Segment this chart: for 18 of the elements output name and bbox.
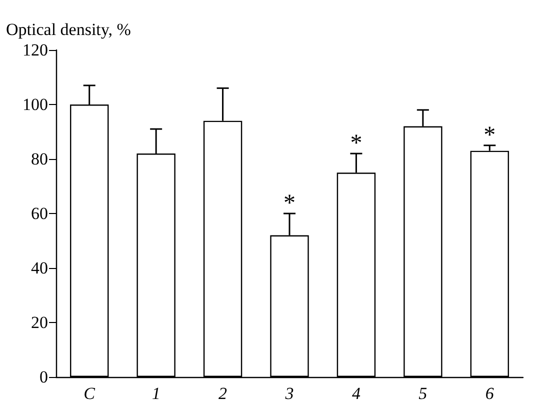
y-tick-label: 120 (22, 40, 48, 60)
x-tick-label: 3 (284, 384, 294, 403)
x-tick-label: 2 (218, 384, 228, 403)
y-tick-label: 100 (22, 95, 48, 114)
y-tick-label: 60 (31, 204, 48, 223)
y-tick-label: 80 (31, 150, 48, 168)
x-tick-label: 4 (352, 384, 361, 403)
x-tick-label: C (84, 384, 96, 403)
x-tick-label: 6 (485, 384, 494, 403)
x-tick-label: 1 (152, 384, 160, 403)
annotation: * (350, 130, 362, 157)
annotation: * (484, 122, 496, 148)
annotation: * (284, 190, 296, 216)
y-axis-title: Optical density, % (6, 20, 131, 39)
y-tick-label: 20 (31, 313, 48, 332)
x-tick-label: 5 (418, 384, 428, 403)
y-tick-label: 0 (40, 368, 48, 386)
y-tick-label: 40 (31, 258, 48, 278)
